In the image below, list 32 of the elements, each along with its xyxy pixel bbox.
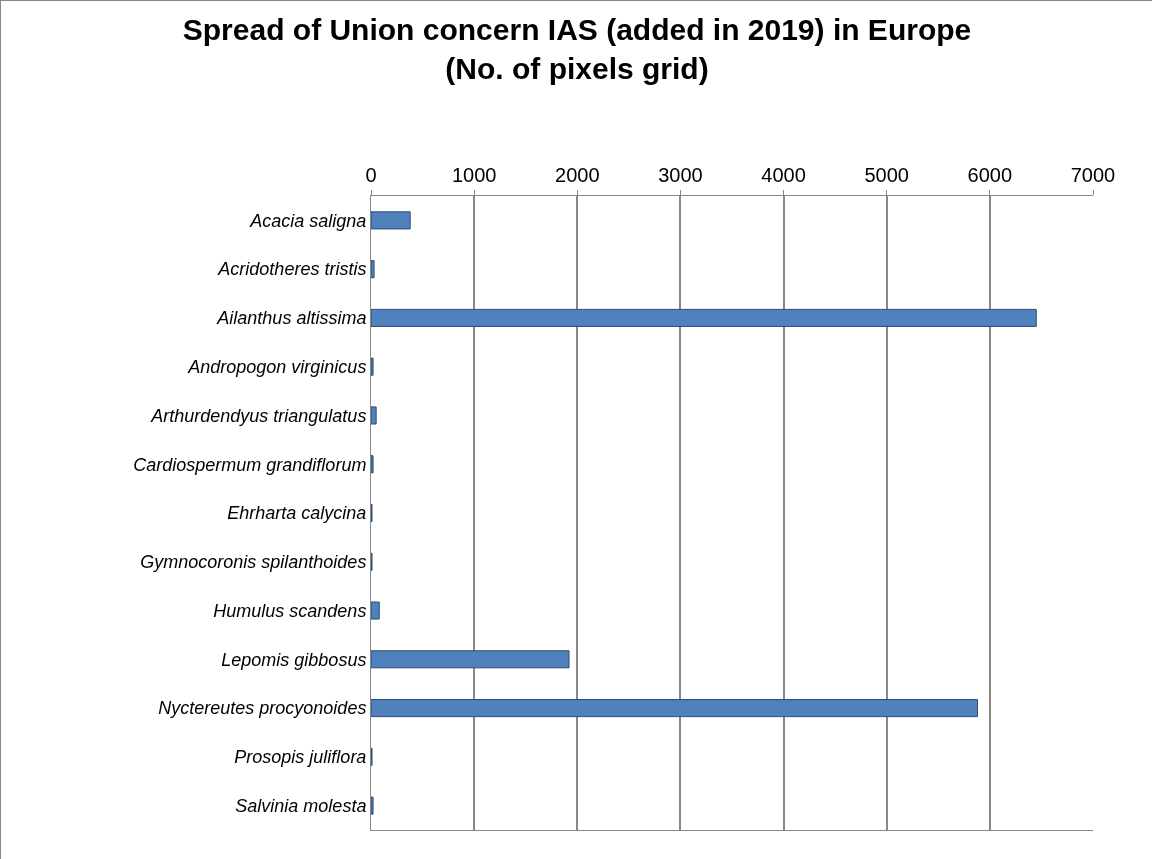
- y-tick-label: Acacia saligna: [249, 210, 367, 231]
- bar: [371, 650, 570, 669]
- x-tick-label: 0: [365, 164, 377, 186]
- y-tick-label: Nyctereutes procyonoides: [158, 698, 367, 719]
- y-tick-label: Salvinia molesta: [235, 795, 367, 816]
- y-tick-label: Prosopis juliflora: [234, 747, 367, 768]
- bar: [371, 211, 411, 230]
- bar: [371, 406, 377, 425]
- x-tick-label: 5000: [864, 164, 909, 186]
- y-tick-label: Lepomis gibbosus: [221, 649, 367, 670]
- chart-title: Spread of Union concern IAS (added in 2019) in Europe (No. of pixels grid): [182, 12, 972, 85]
- bar: [371, 796, 374, 815]
- y-tick-label: Gymnocoronis spilanthoides: [140, 552, 367, 573]
- x-tick-label: 7000: [1070, 164, 1116, 186]
- y-tick-label: Arthurdendyus triangulatus: [150, 405, 367, 426]
- y-tick-label: Humulus scandens: [213, 600, 367, 621]
- bar: [371, 260, 375, 279]
- x-tick-label: 1000: [451, 164, 497, 186]
- bar: [371, 699, 978, 718]
- x-tick-label: 6000: [967, 164, 1013, 186]
- x-tick-label: 4000: [761, 164, 806, 186]
- y-tick-label: Ehrharta calycina: [227, 503, 367, 524]
- y-tick-label: Cardiospermum grandiflorum: [133, 454, 367, 475]
- x-tick-label: 2000: [555, 164, 600, 186]
- bar: [371, 601, 380, 620]
- bar: [371, 357, 374, 376]
- y-tick-label: Andropogon virginicus: [187, 356, 367, 377]
- x-tick-label: 3000: [658, 164, 703, 186]
- bar: [371, 455, 374, 474]
- bar: [371, 308, 1037, 327]
- y-tick-label: Acridotheres tristis: [217, 259, 367, 280]
- y-tick-label: Ailanthus altissima: [216, 308, 367, 329]
